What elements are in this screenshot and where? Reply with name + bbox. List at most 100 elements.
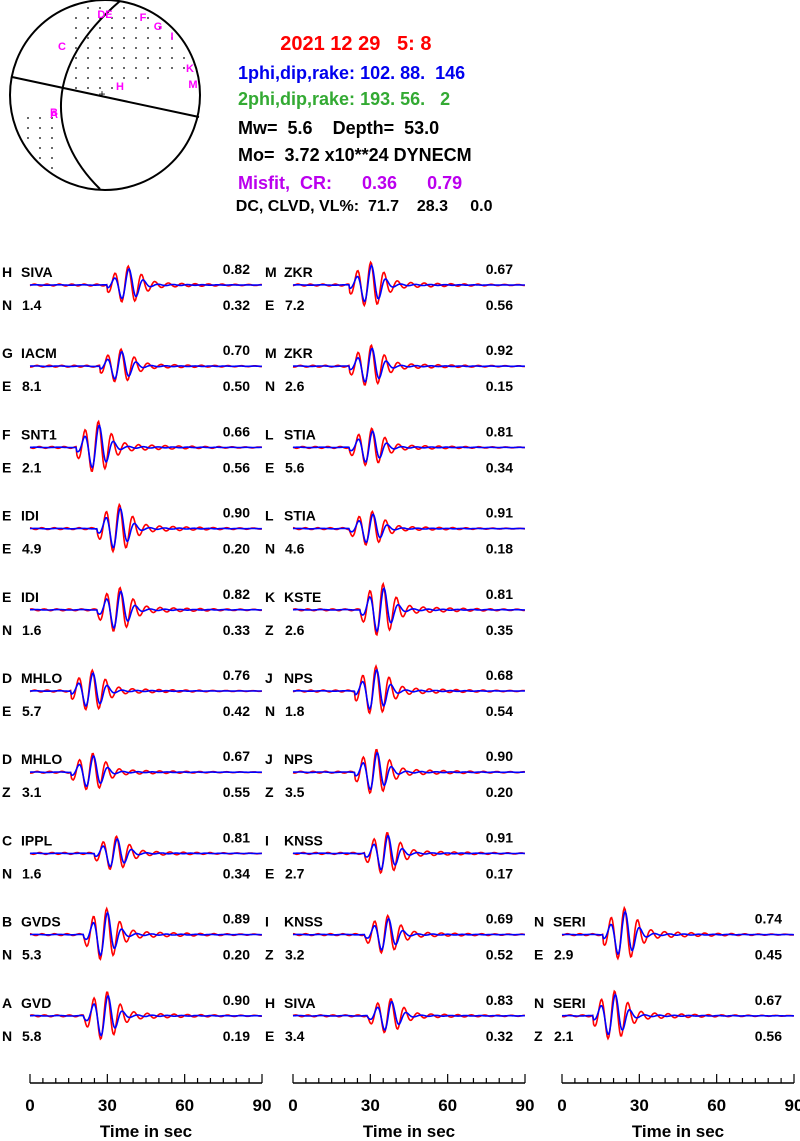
station-code: L (265, 508, 274, 524)
mo-label: Mo= (238, 145, 275, 165)
station-marker-k: K (186, 63, 194, 75)
synthetic-trace (292, 834, 525, 871)
amplitude: 1.8 (285, 703, 305, 719)
np1-values: 102. 88. 146 (360, 63, 466, 83)
dot (99, 7, 101, 9)
dot (135, 67, 137, 69)
correlation: 0.67 (223, 748, 250, 764)
correlation: 0.82 (223, 261, 250, 277)
station-name: STIA (284, 426, 316, 442)
station-marker-g: G (154, 21, 163, 33)
component: N (2, 947, 12, 963)
beachball-plot: + DE FGI C KM H BA (9, 0, 201, 191)
station-name: GVDS (21, 914, 61, 930)
station-code: H (2, 264, 12, 280)
variance-reduction: 0.55 (223, 784, 250, 800)
dot (75, 27, 77, 29)
tick-label: 30 (98, 1096, 117, 1115)
synthetic-trace (29, 424, 262, 469)
component: E (265, 297, 274, 313)
tick-label: 0 (557, 1096, 566, 1115)
nodal-plane-1: 1phi,dip,rake: 102. 88. 146 (218, 42, 465, 105)
amplitude: 1.4 (22, 297, 42, 313)
variance-reduction: 0.56 (223, 459, 250, 475)
station-name: SNT1 (21, 426, 57, 442)
dot (39, 137, 41, 139)
dot (87, 37, 89, 39)
dot (171, 47, 173, 49)
synthetic-trace (29, 837, 262, 868)
mo-value: 3.72 x10**24 DYNECM (284, 145, 472, 165)
station-code: M (265, 345, 277, 361)
waveform-panel: C IPPL N 1.6 0.81 0.34 (2, 829, 262, 881)
dot (39, 117, 41, 119)
dot (123, 17, 125, 19)
dot (51, 117, 53, 119)
vl-value: 0.0 (470, 198, 493, 215)
amplitude: 5.6 (285, 459, 305, 475)
time-axis: 0 30 60 90 Time in sec (25, 1074, 271, 1141)
dot (99, 57, 101, 59)
variance-reduction: 0.32 (486, 1028, 513, 1044)
dot (111, 87, 113, 89)
correlation: 0.82 (223, 586, 250, 602)
dot (147, 67, 149, 69)
dot (135, 77, 137, 79)
dot (147, 47, 149, 49)
synthetic-trace (29, 590, 262, 630)
correlation: 0.83 (486, 992, 513, 1008)
waveform-panel: L STIA N 4.6 0.91 0.18 (265, 505, 525, 557)
dot (147, 17, 149, 19)
waveform-panel: J NPS Z 3.5 0.90 0.20 (265, 748, 525, 800)
waveform-panel: D MHLO E 5.7 0.76 0.42 (2, 667, 262, 719)
synthetic-trace (29, 911, 262, 957)
correlation: 0.66 (223, 423, 250, 439)
tick-label: 30 (361, 1096, 380, 1115)
variance-reduction: 0.18 (486, 541, 513, 557)
synthetic-trace (292, 1000, 525, 1031)
waveform-panel: H SIVA E 3.4 0.83 0.32 (265, 992, 525, 1044)
mw-value: 5.6 (287, 118, 313, 138)
vl-label: DC, CLVD, VL%: (235, 198, 360, 215)
correlation: 0.76 (223, 667, 250, 683)
station-name: ZKR (284, 345, 313, 361)
amplitude: 4.6 (285, 541, 305, 557)
dot (123, 57, 125, 59)
dot (183, 67, 185, 69)
dot (51, 137, 53, 139)
correlation: 0.81 (486, 423, 513, 439)
amplitude: 1.6 (22, 865, 42, 881)
dot (159, 37, 161, 39)
dot (159, 47, 161, 49)
variance-reduction: 0.20 (223, 541, 250, 557)
correlation: 0.67 (486, 261, 513, 277)
correlation: 0.90 (486, 748, 513, 764)
misfit-label: Misfit, CR: (238, 173, 333, 193)
synthetic-trace (292, 347, 525, 384)
correlation: 0.90 (223, 992, 250, 1008)
dot (159, 57, 161, 59)
component: E (265, 459, 274, 475)
dot (147, 37, 149, 39)
correlation: 0.74 (755, 911, 782, 927)
waveform-panel: M ZKR E 7.2 0.67 0.56 (265, 260, 525, 313)
dot (27, 127, 29, 129)
nodal-plane-2: 2phi,dip,rake: 193. 56. 2 (218, 68, 450, 131)
component: N (2, 297, 12, 313)
dot (51, 147, 53, 149)
station-name: IPPL (21, 832, 53, 848)
station-name: KSTE (284, 589, 321, 605)
tick-label: 90 (253, 1096, 272, 1115)
waveform-panel: B GVDS N 5.3 0.89 0.20 (2, 906, 262, 963)
misfit-line: Misfit, CR: 0.36 0.79 (218, 152, 462, 215)
dot (135, 37, 137, 39)
station-marker-i: I (170, 31, 173, 43)
amplitude: 1.6 (22, 622, 42, 638)
correlation: 0.81 (486, 586, 513, 602)
synthetic-trace (292, 513, 525, 544)
dot (111, 77, 113, 79)
dot (87, 67, 89, 69)
station-code: D (2, 670, 12, 686)
dot (99, 27, 101, 29)
variance-reduction: 0.17 (486, 865, 513, 881)
